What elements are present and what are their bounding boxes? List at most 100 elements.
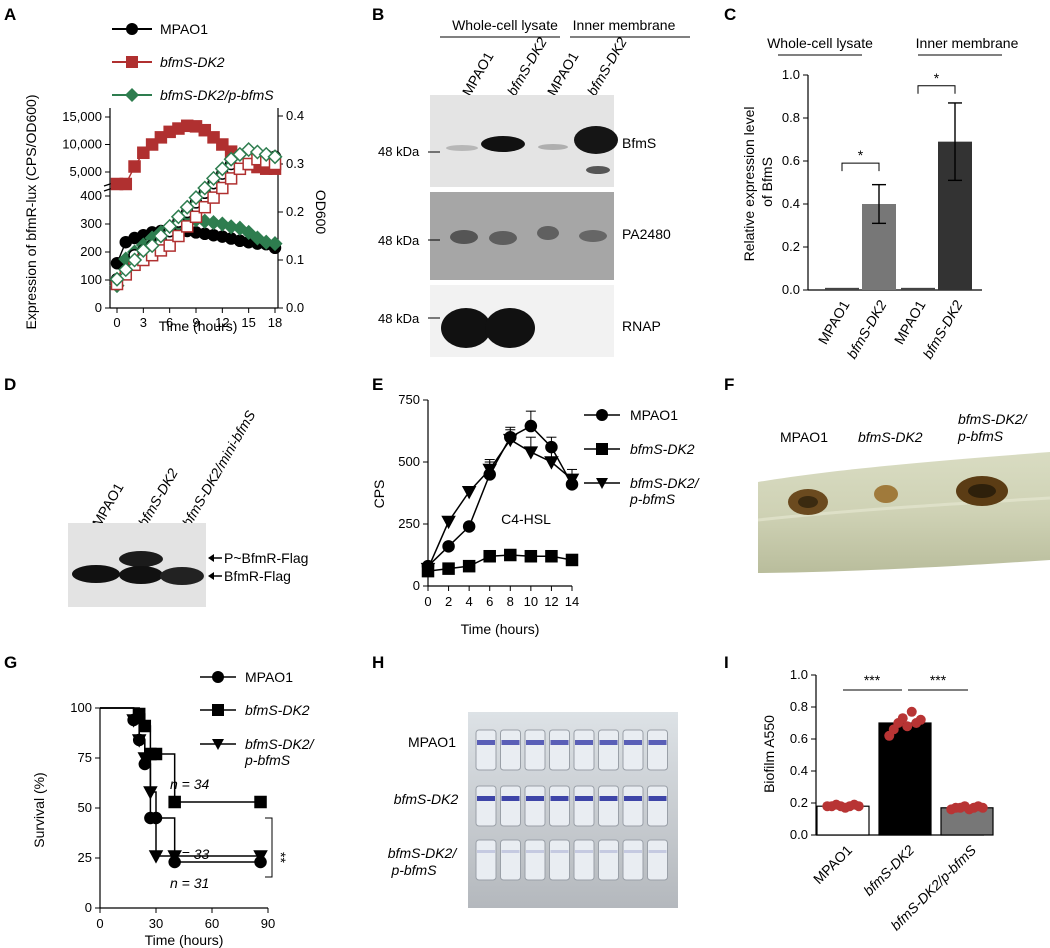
panel-a-ytick: 400 bbox=[80, 188, 102, 203]
panel-letter-a: A bbox=[4, 5, 16, 24]
panel-i-point bbox=[915, 714, 926, 725]
panel-e-ylabel: CPS bbox=[371, 480, 387, 509]
panel-a-xtick: 15 bbox=[241, 315, 255, 330]
plate-well bbox=[647, 729, 668, 771]
panel-a-point bbox=[267, 236, 283, 252]
panel-e-ytick: 500 bbox=[398, 454, 420, 469]
stain-ring bbox=[599, 850, 618, 853]
stain-ring bbox=[599, 740, 618, 745]
panel-a-point bbox=[197, 180, 213, 196]
panel-a-point bbox=[216, 138, 229, 151]
stain-ring bbox=[477, 796, 495, 801]
stain-ring bbox=[624, 796, 642, 801]
panel-h-row-3b: p-bfmS bbox=[390, 862, 437, 878]
plate-well bbox=[598, 839, 619, 881]
panel-a-point bbox=[137, 146, 150, 159]
plate-well bbox=[475, 785, 497, 827]
panel-e-point bbox=[420, 562, 436, 577]
panel-c-header-im: Inner membrane bbox=[916, 35, 1019, 51]
panel-g-point bbox=[143, 786, 158, 800]
panel-a-point bbox=[224, 172, 238, 185]
panel-h-photo: MPAO1 bfmS-DK2 bfmS-DK2/ p-bfmS bbox=[388, 712, 678, 908]
panel-b-header-wcl: Whole-cell lysate bbox=[452, 17, 558, 33]
panel-b-marker-3: 48 kDa bbox=[378, 311, 420, 326]
stain-ring bbox=[550, 850, 569, 853]
panel-g-ylabel: Survival (%) bbox=[31, 772, 47, 847]
panel-b-blot-label-3: RNAP bbox=[622, 318, 661, 334]
panel-c-bar bbox=[901, 287, 935, 290]
panel-a-legend: MPAO1 bfmS-DK2 bfmS-DK2/p-bfmS bbox=[112, 21, 274, 103]
panel-g-point bbox=[149, 747, 163, 761]
plate-well bbox=[598, 729, 619, 771]
panel-a-ytick: 15,000 bbox=[62, 109, 102, 124]
panel-d-lane-3: bfmS-DK2/mini-bfmS bbox=[179, 407, 259, 529]
panel-c-ylabel: Relative expression level of BfmS bbox=[741, 103, 775, 262]
panel-e-point bbox=[504, 548, 517, 562]
panel-c-sig: * bbox=[934, 70, 940, 86]
panel-c-category: MPAO1 bbox=[815, 297, 853, 347]
panel-e-point bbox=[545, 549, 558, 563]
panel-e-legend-dk2: bfmS-DK2 bbox=[630, 441, 695, 457]
panel-g-point bbox=[126, 714, 141, 728]
panel-i-chart: 0.00.20.40.60.81.0 MPAO1 bfmS-DK2bfmS-DK2… bbox=[761, 667, 994, 933]
panel-e-point bbox=[523, 446, 539, 460]
stain-ring bbox=[550, 740, 569, 745]
panel-g-ytick: 75 bbox=[78, 750, 92, 765]
panel-h-row-2: bfmS-DK2 bbox=[394, 791, 459, 807]
plate-well bbox=[549, 839, 570, 881]
panel-g-legend-comp: bfmS-DK2/ bbox=[245, 736, 316, 752]
panel-g-point bbox=[254, 795, 267, 809]
panel-g-xtick: 60 bbox=[205, 916, 219, 931]
legend-label-comp: bfmS-DK2/p-bfmS bbox=[160, 87, 274, 103]
panel-a-point bbox=[119, 177, 133, 191]
stain-ring bbox=[648, 796, 667, 801]
panel-e-point bbox=[503, 433, 518, 448]
panel-e-xtick: 8 bbox=[507, 594, 514, 609]
panel-b-lane-4: bfmS-DK2 bbox=[584, 34, 630, 98]
plate-well bbox=[475, 729, 497, 771]
panel-g-n2: n = 33 bbox=[170, 846, 210, 862]
panel-a-point bbox=[144, 238, 160, 254]
panel-a-point bbox=[162, 218, 178, 234]
panel-a-y2tick: 0.4 bbox=[286, 108, 304, 123]
panel-a-xtick: 3 bbox=[140, 315, 147, 330]
legend-marker-dk2 bbox=[126, 56, 138, 68]
panel-a-ytick: 200 bbox=[80, 244, 102, 259]
plate-well bbox=[622, 839, 644, 881]
panel-a-point bbox=[172, 229, 185, 243]
panel-i-point bbox=[853, 801, 864, 812]
panel-letter-i: I bbox=[724, 653, 729, 672]
panel-a-ytick: 0 bbox=[95, 300, 102, 315]
panel-i-category: bfmS-DK2 bbox=[860, 842, 917, 899]
panel-h-row-3a: bfmS-DK2/ bbox=[388, 845, 459, 861]
plate-well bbox=[500, 785, 521, 827]
stain-ring bbox=[624, 850, 642, 853]
panel-a-point bbox=[267, 149, 283, 165]
stain-ring bbox=[575, 850, 593, 853]
panel-g-legend-wt: MPAO1 bbox=[245, 669, 293, 685]
panel-i-point bbox=[902, 721, 913, 732]
panel-i-bar bbox=[878, 722, 932, 836]
panel-a-point bbox=[207, 191, 220, 204]
panel-f-label-3a: bfmS-DK2/ bbox=[958, 411, 1029, 427]
panel-a-y2tick: 0.3 bbox=[286, 156, 304, 171]
plate-well bbox=[573, 839, 595, 881]
stain-ring bbox=[477, 740, 495, 745]
panel-a-y2tick: 0.0 bbox=[286, 300, 304, 315]
plate-well bbox=[500, 839, 521, 881]
panel-g-ytick: 0 bbox=[85, 900, 92, 915]
panel-a-point bbox=[188, 190, 204, 206]
panel-b-blot-label-2: PA2480 bbox=[622, 226, 671, 242]
panel-g-ytick: 25 bbox=[78, 850, 92, 865]
panel-g-xtick: 0 bbox=[96, 916, 103, 931]
panel-a-xtick: 18 bbox=[268, 315, 282, 330]
plate-well bbox=[524, 785, 546, 827]
panel-i-ytick: 1.0 bbox=[790, 667, 808, 682]
panel-a-ytick: 5,000 bbox=[69, 164, 102, 179]
panel-i-sig-1: *** bbox=[864, 672, 881, 688]
panel-h-row-1: MPAO1 bbox=[408, 734, 456, 750]
panel-i-ytick: 0.4 bbox=[790, 763, 808, 778]
stain-ring bbox=[550, 796, 569, 801]
panel-i-point bbox=[906, 706, 917, 717]
